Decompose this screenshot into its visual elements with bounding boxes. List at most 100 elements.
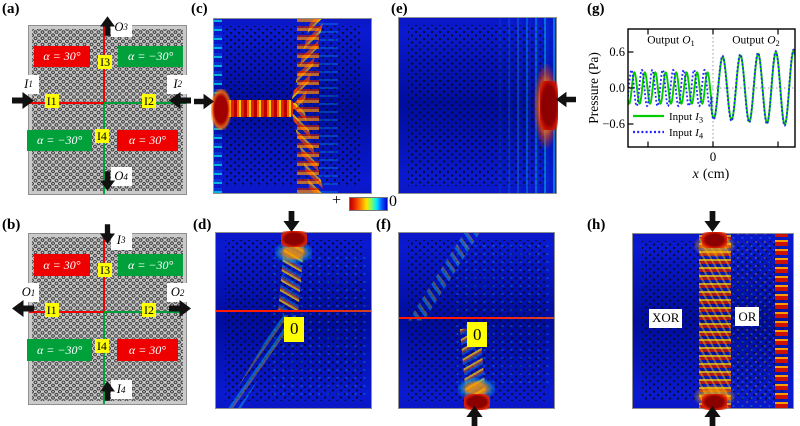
schematic-panel-a: α = 30° α = −30° α = −30° α = 30° I3 I1 … (11, 16, 191, 195)
port-letter: O (21, 285, 31, 300)
region-var: O (682, 35, 691, 47)
port-letter: O (170, 285, 180, 300)
port-subscript: 4 (123, 171, 128, 182)
source-hotspot-bottom (701, 394, 728, 410)
panel-h-input-up-arrow-icon (704, 406, 721, 426)
ytick-label-mid: 0.0 (609, 81, 625, 95)
region-label-alpha-bottom-left: α = −30° (27, 130, 92, 152)
output-o4-down-arrow-icon (99, 171, 115, 191)
region-label-alpha-bottom-right: α = 30° (116, 130, 179, 152)
right-edge-beam (775, 234, 789, 408)
port-letter: I (173, 76, 178, 91)
interface-red-line (216, 310, 371, 312)
output-o3-up-arrow-icon (99, 16, 115, 36)
port-subscript: 2 (177, 79, 182, 90)
field-panel-e (398, 17, 558, 194)
panel-c-input-right-arrow-icon (194, 93, 214, 110)
port-letter: I (24, 76, 29, 91)
port-subscript: 3 (120, 235, 126, 246)
port-letter: O (114, 19, 124, 34)
colorbar-gradient (349, 197, 388, 211)
xlabel-var: x (692, 167, 700, 182)
interface-tag-i3: I3 (98, 262, 113, 277)
field-panel-c (210, 18, 372, 194)
port-subscript: 1 (28, 79, 33, 90)
interface-tag-i2: I2 (142, 94, 157, 109)
panel-label-c: (c) (191, 1, 208, 17)
pressure-chart: Output O1 Output O2 0.6 0.0 −0.6 0 x (cm) P… (586, 28, 796, 182)
region-var: O (767, 35, 776, 47)
interface-tag-i2: I2 (142, 302, 157, 317)
interface-line-vertical-bottom (103, 312, 106, 404)
region-label-output-o1: Output O1 (647, 35, 695, 49)
input-i1-right-arrow-icon (11, 91, 34, 109)
ytick-label-top: 0.6 (609, 45, 625, 59)
source-hotspot (281, 231, 308, 247)
legend-text: Input (669, 111, 692, 123)
interface-tag-i1: I1 (44, 94, 59, 109)
legend-var: I (694, 111, 700, 123)
interface-line-horizontal-left (29, 102, 105, 105)
x-axis-label: x (cm) (692, 167, 730, 182)
ytick-label-bottom: −0.6 (602, 117, 625, 131)
legend-sub: 4 (699, 131, 704, 141)
region-label-alpha-top-right: α = −30° (118, 254, 183, 276)
input-i2-left-arrow-icon (168, 91, 191, 109)
output-zero-tag: 0 (284, 317, 305, 342)
panel-label-f: (f) (376, 217, 391, 233)
region-label-output-o2: Output O2 (732, 35, 780, 49)
plot-background (628, 29, 795, 147)
y-axis-label: Pressure (Pa) (586, 52, 601, 124)
region-sub: 2 (776, 38, 780, 48)
faint-wave-columns (319, 19, 339, 193)
region-label-alpha-bottom-right: α = 30° (116, 339, 179, 361)
region-label-alpha-top-left: α = 30° (33, 46, 91, 68)
field-panel-f: 0 (398, 232, 555, 410)
xlabel-unit: (cm) (703, 167, 730, 182)
output-o2-right-arrow-icon (168, 300, 191, 318)
port-letter: O (114, 169, 124, 184)
region-label-alpha-bottom-left: α = −30° (27, 339, 92, 361)
interface-line-vertical-bottom (103, 103, 106, 194)
input-beam-horizontal (214, 99, 293, 118)
port-letter: I (116, 232, 121, 247)
legend-sub: 3 (699, 115, 703, 125)
vertical-beam-band (297, 19, 320, 193)
interface-tag-i3: I3 (98, 54, 113, 69)
panel-label-e: (e) (391, 1, 408, 17)
legend-label-input-i3: Input I3 (669, 111, 703, 125)
colorbar-zero-label: 0 (389, 193, 397, 210)
region-sub: 1 (691, 38, 695, 48)
source-hotspot-top (701, 232, 728, 248)
schematic-panel-b: α = 30° α = −30° α = −30° α = 30° I3 I1 … (11, 224, 191, 405)
pressure-chart-panel: Output O1 Output O2 0.6 0.0 −0.6 0 x (cm) P… (585, 0, 800, 196)
panel-f-input-up-arrow-icon (466, 406, 483, 426)
output-o1-left-arrow-icon (11, 300, 34, 318)
xtick-label-zero: 0 (710, 149, 717, 164)
port-subscript: 1 (30, 287, 36, 298)
region-text: Output (732, 35, 765, 47)
legend-label-input-i4: Input I4 (669, 127, 704, 141)
port-letter: I (116, 382, 121, 397)
port-subscript: 4 (120, 384, 126, 395)
source-hotspot (464, 394, 491, 410)
region-label-alpha-top-left: α = 30° (33, 254, 91, 276)
panel-e-input-left-arrow-icon (556, 91, 576, 108)
source-hotspot (210, 88, 232, 131)
legend-text: Input (669, 127, 692, 139)
or-gate-label: OR (735, 307, 760, 327)
input-i3-down-arrow-icon (99, 224, 115, 244)
field-panel-d: 0 (215, 231, 372, 409)
panel-h-input-down-arrow-icon (704, 211, 721, 232)
port-subscript: 3 (123, 22, 128, 33)
legend-var: I (694, 127, 700, 139)
central-beam-band (698, 234, 731, 408)
